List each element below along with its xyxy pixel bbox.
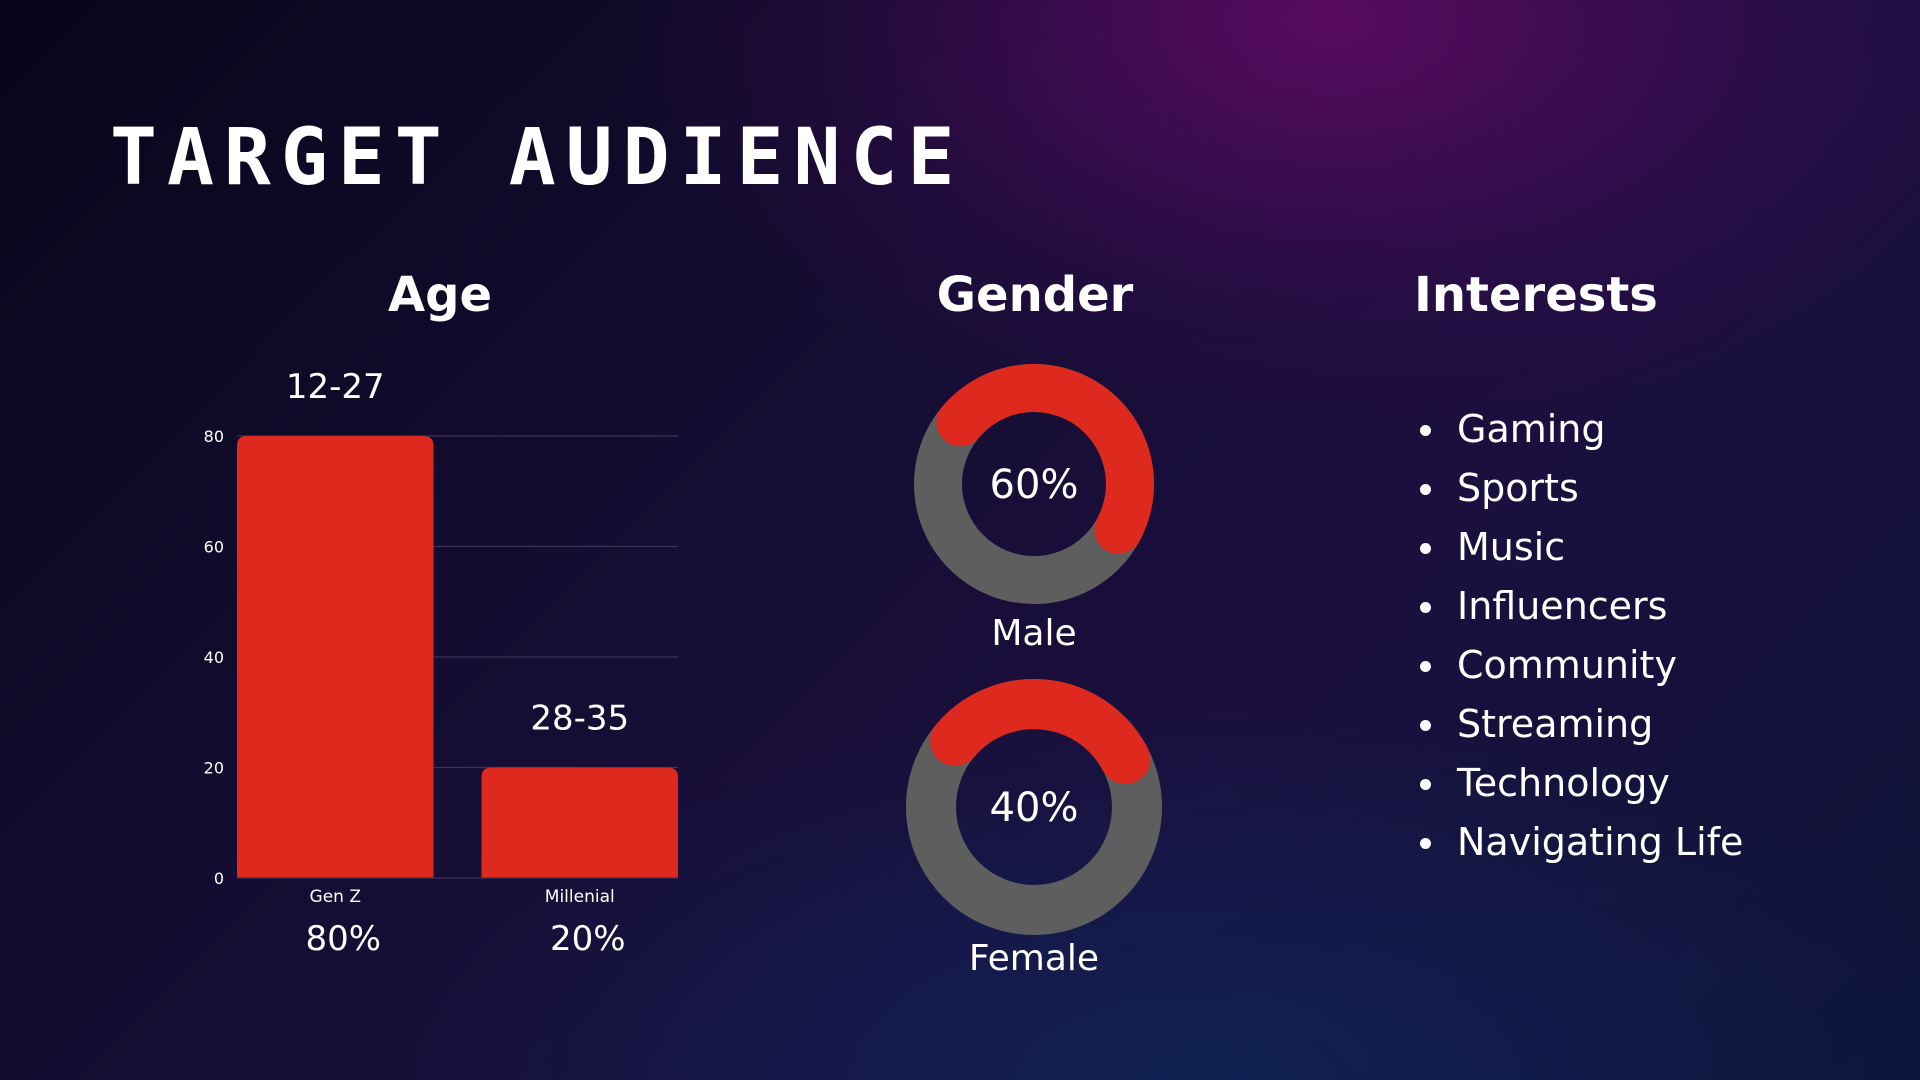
bullet-icon (1420, 425, 1431, 436)
y-tick-label: 20 (204, 759, 224, 778)
interest-item: Technology (1420, 754, 1743, 813)
bar-range-label: 28-35 (530, 699, 629, 739)
bullet-icon (1420, 838, 1431, 849)
bar-percent-label: 80% (305, 919, 381, 959)
bullet-icon (1420, 661, 1431, 672)
interests-list: Gaming Sports Music Influencers Community Str… (1420, 400, 1743, 872)
y-tick-label: 80 (204, 427, 224, 446)
bullet-icon (1420, 720, 1431, 731)
interest-label: Sports (1457, 466, 1579, 510)
donut-category-label: Male (991, 613, 1076, 654)
gender-heading: Gender (936, 267, 1134, 323)
interest-label: Technology (1457, 761, 1670, 805)
bullet-icon (1420, 602, 1431, 613)
bullet-icon (1420, 779, 1431, 790)
interest-label: Community (1457, 643, 1677, 687)
interest-item: Streaming (1420, 695, 1743, 754)
y-tick-label: 60 (204, 538, 224, 557)
interest-label: Influencers (1457, 584, 1668, 628)
age-heading: Age (387, 267, 493, 323)
page-title: TARGET AUDIENCE (110, 113, 965, 203)
y-tick-label: 0 (214, 869, 224, 888)
donut-category-label: Female (969, 938, 1099, 979)
bar (481, 767, 678, 878)
bullet-icon (1420, 484, 1431, 495)
x-tick-label: Gen Z (310, 887, 361, 907)
bar-percent-label: 20% (550, 919, 626, 959)
bar (237, 436, 434, 878)
donut-arc (930, 679, 1151, 785)
interest-item: Influencers (1420, 577, 1743, 636)
donut-percent-label: 60% (990, 462, 1079, 508)
interests-heading: Interests (1414, 267, 1658, 323)
x-tick-label: Millenial (545, 887, 615, 907)
interest-label: Gaming (1457, 407, 1606, 451)
interest-item: Music (1420, 518, 1743, 577)
donut-percent-label: 40% (990, 785, 1079, 831)
interest-label: Streaming (1457, 702, 1654, 746)
bullet-icon (1420, 543, 1431, 554)
bar-range-label: 12-27 (286, 367, 385, 407)
interest-item: Sports (1420, 459, 1743, 518)
y-tick-label: 40 (204, 648, 224, 667)
interest-item: Navigating Life (1420, 813, 1743, 872)
interest-item: Community (1420, 636, 1743, 695)
interest-label: Music (1457, 525, 1566, 569)
interest-item: Gaming (1420, 400, 1743, 459)
donut-arc (936, 364, 1154, 554)
interest-label: Navigating Life (1457, 820, 1744, 864)
